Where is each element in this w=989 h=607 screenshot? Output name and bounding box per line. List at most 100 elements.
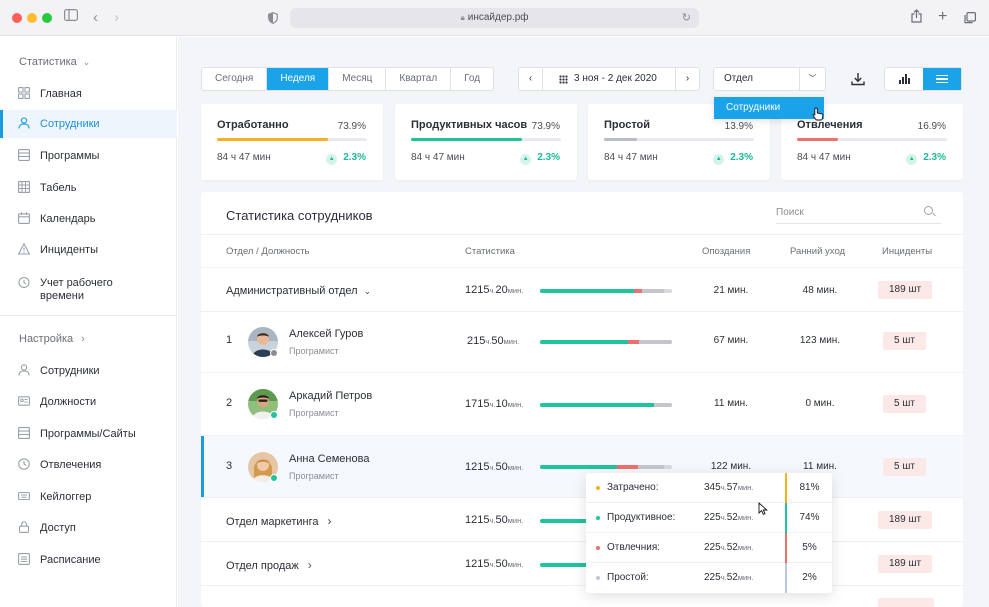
sidebar-item-label: Табель: [40, 182, 77, 194]
bar-productive: [540, 340, 629, 344]
sidebar-item-positions[interactable]: Должности: [0, 388, 177, 416]
forward-icon[interactable]: ›: [114, 9, 119, 26]
stat-bar[interactable]: [540, 340, 672, 344]
column-header-early[interactable]: Ранний уход: [790, 246, 846, 257]
card-hours: 84 ч 47 мин: [604, 152, 658, 163]
tab-overview-icon[interactable]: [964, 11, 976, 29]
stat-bar[interactable]: [540, 465, 672, 469]
employee-role: Програмист: [289, 346, 339, 356]
incidents-badge[interactable]: 5 шт: [883, 458, 926, 476]
sidebar-item-label: Сотрудники: [40, 365, 100, 377]
period-year[interactable]: Год: [464, 73, 481, 84]
table-row-employee[interactable]: 1 Алексей Гуров Програмист 215ч.50мин. 6…: [201, 312, 963, 373]
sidebar-item-settings-employees[interactable]: Сотрудники: [0, 357, 177, 385]
chart-view-button[interactable]: [885, 68, 923, 90]
hours-unit: ч.: [489, 560, 496, 569]
mins-unit: мин.: [507, 463, 524, 472]
employee-name[interactable]: Анна Семенова: [289, 453, 370, 465]
stat-hours: 1215: [465, 514, 490, 526]
column-header-stats[interactable]: Статистика: [465, 246, 515, 257]
hours-unit: ч.: [720, 513, 727, 522]
address-bar[interactable]: 🔒︎ инсайдер.рф ↻: [290, 8, 699, 28]
column-header-incidents[interactable]: Инциденты: [882, 246, 933, 257]
back-icon[interactable]: ‹: [93, 9, 98, 26]
avatar[interactable]: [248, 389, 278, 419]
incidents-badge[interactable]: 189 шт: [878, 281, 933, 299]
avatar[interactable]: [248, 327, 278, 357]
settings-section-header[interactable]: Настройка ›: [19, 333, 85, 345]
dept-name: Административный отдел ⌄: [226, 285, 371, 297]
tooltip-hours: 225: [704, 542, 721, 553]
chevron-right-icon[interactable]: ›: [327, 514, 332, 528]
period-month[interactable]: Месяц: [329, 68, 387, 90]
sidebar-item-label: Программы/Сайты: [40, 428, 136, 440]
mins-unit: мин.: [737, 513, 754, 522]
date-range-picker[interactable]: ‹ 3 ноя - 2 дек 2020 ›: [518, 67, 700, 91]
stat-bar[interactable]: [540, 289, 672, 293]
chevron-down-icon[interactable]: ﹀: [799, 68, 825, 90]
stat-bar[interactable]: [540, 519, 600, 523]
sidebar-item-employees[interactable]: Сотрудники: [0, 110, 177, 138]
next-range-button[interactable]: ›: [675, 68, 699, 90]
tooltip-color-marker: [785, 503, 787, 533]
incidents-badge[interactable]: 5 шт: [883, 395, 926, 413]
incidents-badge[interactable]: 189 шт: [878, 511, 933, 529]
employee-name[interactable]: Аркадий Петров: [289, 390, 373, 402]
metric-card-productive[interactable]: Продуктивных часов 73.9% 84 ч 47 мин ▲ 2.…: [395, 104, 577, 180]
minimize-window-button[interactable]: [27, 13, 37, 23]
close-window-button[interactable]: [12, 13, 22, 23]
chevron-down-icon[interactable]: ⌄: [363, 286, 372, 296]
column-header-dept[interactable]: Отдел / Должность: [226, 246, 310, 257]
reload-icon[interactable]: ↻: [681, 12, 691, 24]
list-view-button[interactable]: [923, 68, 961, 90]
table-row-sales-dept[interactable]: Отдел продаж › 1215ч.50мин. 189 шт: [201, 542, 963, 586]
stat-time: 215ч.50мин.: [467, 335, 519, 347]
table-row-marketing-dept[interactable]: Отдел маркетинга › 1215ч.50мин. 189 шт: [201, 498, 963, 542]
table-row-employee-selected[interactable]: 3 Анна Семенова Програмист 1215ч.50мин. …: [201, 436, 963, 498]
download-button[interactable]: [846, 67, 870, 91]
department-option-employees[interactable]: Сотрудники: [714, 97, 824, 119]
stats-section-header[interactable]: Статистика ⌄: [19, 56, 90, 68]
zoom-window-button[interactable]: [42, 13, 52, 23]
settings-section-label: Настройка: [19, 333, 74, 345]
sidebar-item-programs[interactable]: Программы: [0, 142, 177, 170]
period-quarter[interactable]: Квартал: [386, 68, 452, 90]
sidebar-item-schedule[interactable]: Расписание: [0, 546, 177, 574]
sidebar-item-access[interactable]: Доступ: [0, 514, 177, 542]
sidebar-item-programs-sites[interactable]: Программы/Сайты: [0, 420, 177, 448]
incidents-badge[interactable]: 189 шт: [878, 555, 933, 573]
stat-bar[interactable]: [540, 563, 600, 567]
search-icon[interactable]: [924, 206, 933, 215]
department-select[interactable]: Отдел ﹀: [713, 67, 826, 91]
metric-card-worked[interactable]: Отработанно 73.9% 84 ч 47 мин ▲ 2.3%: [201, 104, 383, 180]
sidebar-item-calendar[interactable]: Календарь: [0, 205, 177, 233]
stat-mins: 50: [491, 335, 504, 347]
incidents-badge[interactable]: 5 шт: [883, 332, 926, 350]
shield-icon[interactable]: [268, 11, 278, 29]
sidebar-item-label: Главная: [40, 88, 82, 100]
table-row-admin-dept[interactable]: Административный отдел ⌄ 1215ч.20мин. 21 …: [201, 268, 963, 312]
share-icon[interactable]: [911, 9, 922, 28]
card-progress-fill: [604, 138, 637, 141]
search-input[interactable]: Поиск: [776, 202, 941, 224]
new-tab-icon[interactable]: +: [938, 8, 948, 25]
sidebar-item-main[interactable]: Главная: [0, 80, 177, 108]
sidebar-item-distractions[interactable]: Отвлечения: [0, 451, 177, 479]
period-today[interactable]: Сегодня: [202, 68, 268, 90]
mins-unit: мин.: [507, 516, 524, 525]
tooltip-row-spent: Затрачено: 345ч.57мин. 81%: [586, 473, 832, 503]
sidebar-toggle-icon[interactable]: [64, 8, 79, 26]
employee-name[interactable]: Алексей Гуров: [289, 328, 364, 340]
chevron-right-icon[interactable]: ›: [307, 558, 312, 572]
sidebar-item-time-tracking[interactable]: Учет рабочего времени: [0, 269, 177, 305]
period-week[interactable]: Неделя: [267, 68, 330, 90]
stat-bar[interactable]: [540, 403, 672, 407]
table-row-employee[interactable]: 2 Аркадий Петров Програмист 1715ч.10мин.…: [201, 373, 963, 436]
sidebar-item-keylogger[interactable]: Кейлоггер: [0, 483, 177, 511]
sidebar-item-incidents[interactable]: Инциденты: [0, 236, 177, 264]
column-header-late[interactable]: Опоздания: [702, 246, 751, 257]
sidebar-item-timesheet[interactable]: Табель: [0, 174, 177, 202]
status-online-icon: [270, 474, 278, 482]
prev-range-button[interactable]: ‹: [519, 68, 543, 90]
employee-role: Програмист: [289, 408, 339, 418]
